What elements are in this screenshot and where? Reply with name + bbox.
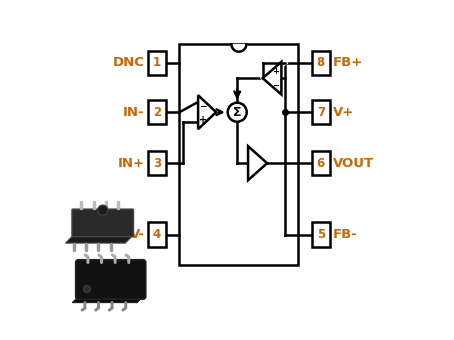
Bar <box>148 100 166 124</box>
Text: 6: 6 <box>317 157 325 170</box>
Bar <box>312 222 330 247</box>
Polygon shape <box>198 95 216 129</box>
Text: 5: 5 <box>317 228 325 241</box>
Bar <box>148 51 166 75</box>
Text: DNC: DNC <box>113 56 145 69</box>
Bar <box>179 44 298 265</box>
Text: FB+: FB+ <box>333 56 363 69</box>
Bar <box>148 151 166 175</box>
FancyBboxPatch shape <box>72 209 133 237</box>
Text: 1: 1 <box>153 56 161 69</box>
Text: IN+: IN+ <box>118 157 145 170</box>
Text: 4: 4 <box>153 228 161 241</box>
Circle shape <box>84 286 90 292</box>
Text: −: − <box>199 102 207 110</box>
Text: FB-: FB- <box>333 228 358 241</box>
Text: 2: 2 <box>153 106 161 119</box>
Polygon shape <box>72 296 143 303</box>
Polygon shape <box>248 146 267 180</box>
Text: IN-: IN- <box>123 106 145 119</box>
Polygon shape <box>263 62 281 95</box>
Text: 3: 3 <box>153 157 161 170</box>
Bar <box>312 100 330 124</box>
Text: 7: 7 <box>317 106 325 119</box>
Bar <box>312 51 330 75</box>
Bar <box>312 151 330 175</box>
Bar <box>148 222 166 247</box>
Text: Σ: Σ <box>233 106 242 119</box>
Text: V+: V+ <box>333 106 354 119</box>
Polygon shape <box>125 210 133 243</box>
FancyBboxPatch shape <box>76 260 146 299</box>
Text: −: − <box>272 81 279 90</box>
Text: +: + <box>272 67 279 76</box>
Polygon shape <box>137 262 143 303</box>
Text: +: + <box>199 115 207 125</box>
Circle shape <box>227 103 247 122</box>
Text: 8: 8 <box>317 56 325 69</box>
Circle shape <box>98 205 108 215</box>
Text: VOUT: VOUT <box>333 157 374 170</box>
Polygon shape <box>65 236 133 243</box>
Text: V-: V- <box>130 228 145 241</box>
